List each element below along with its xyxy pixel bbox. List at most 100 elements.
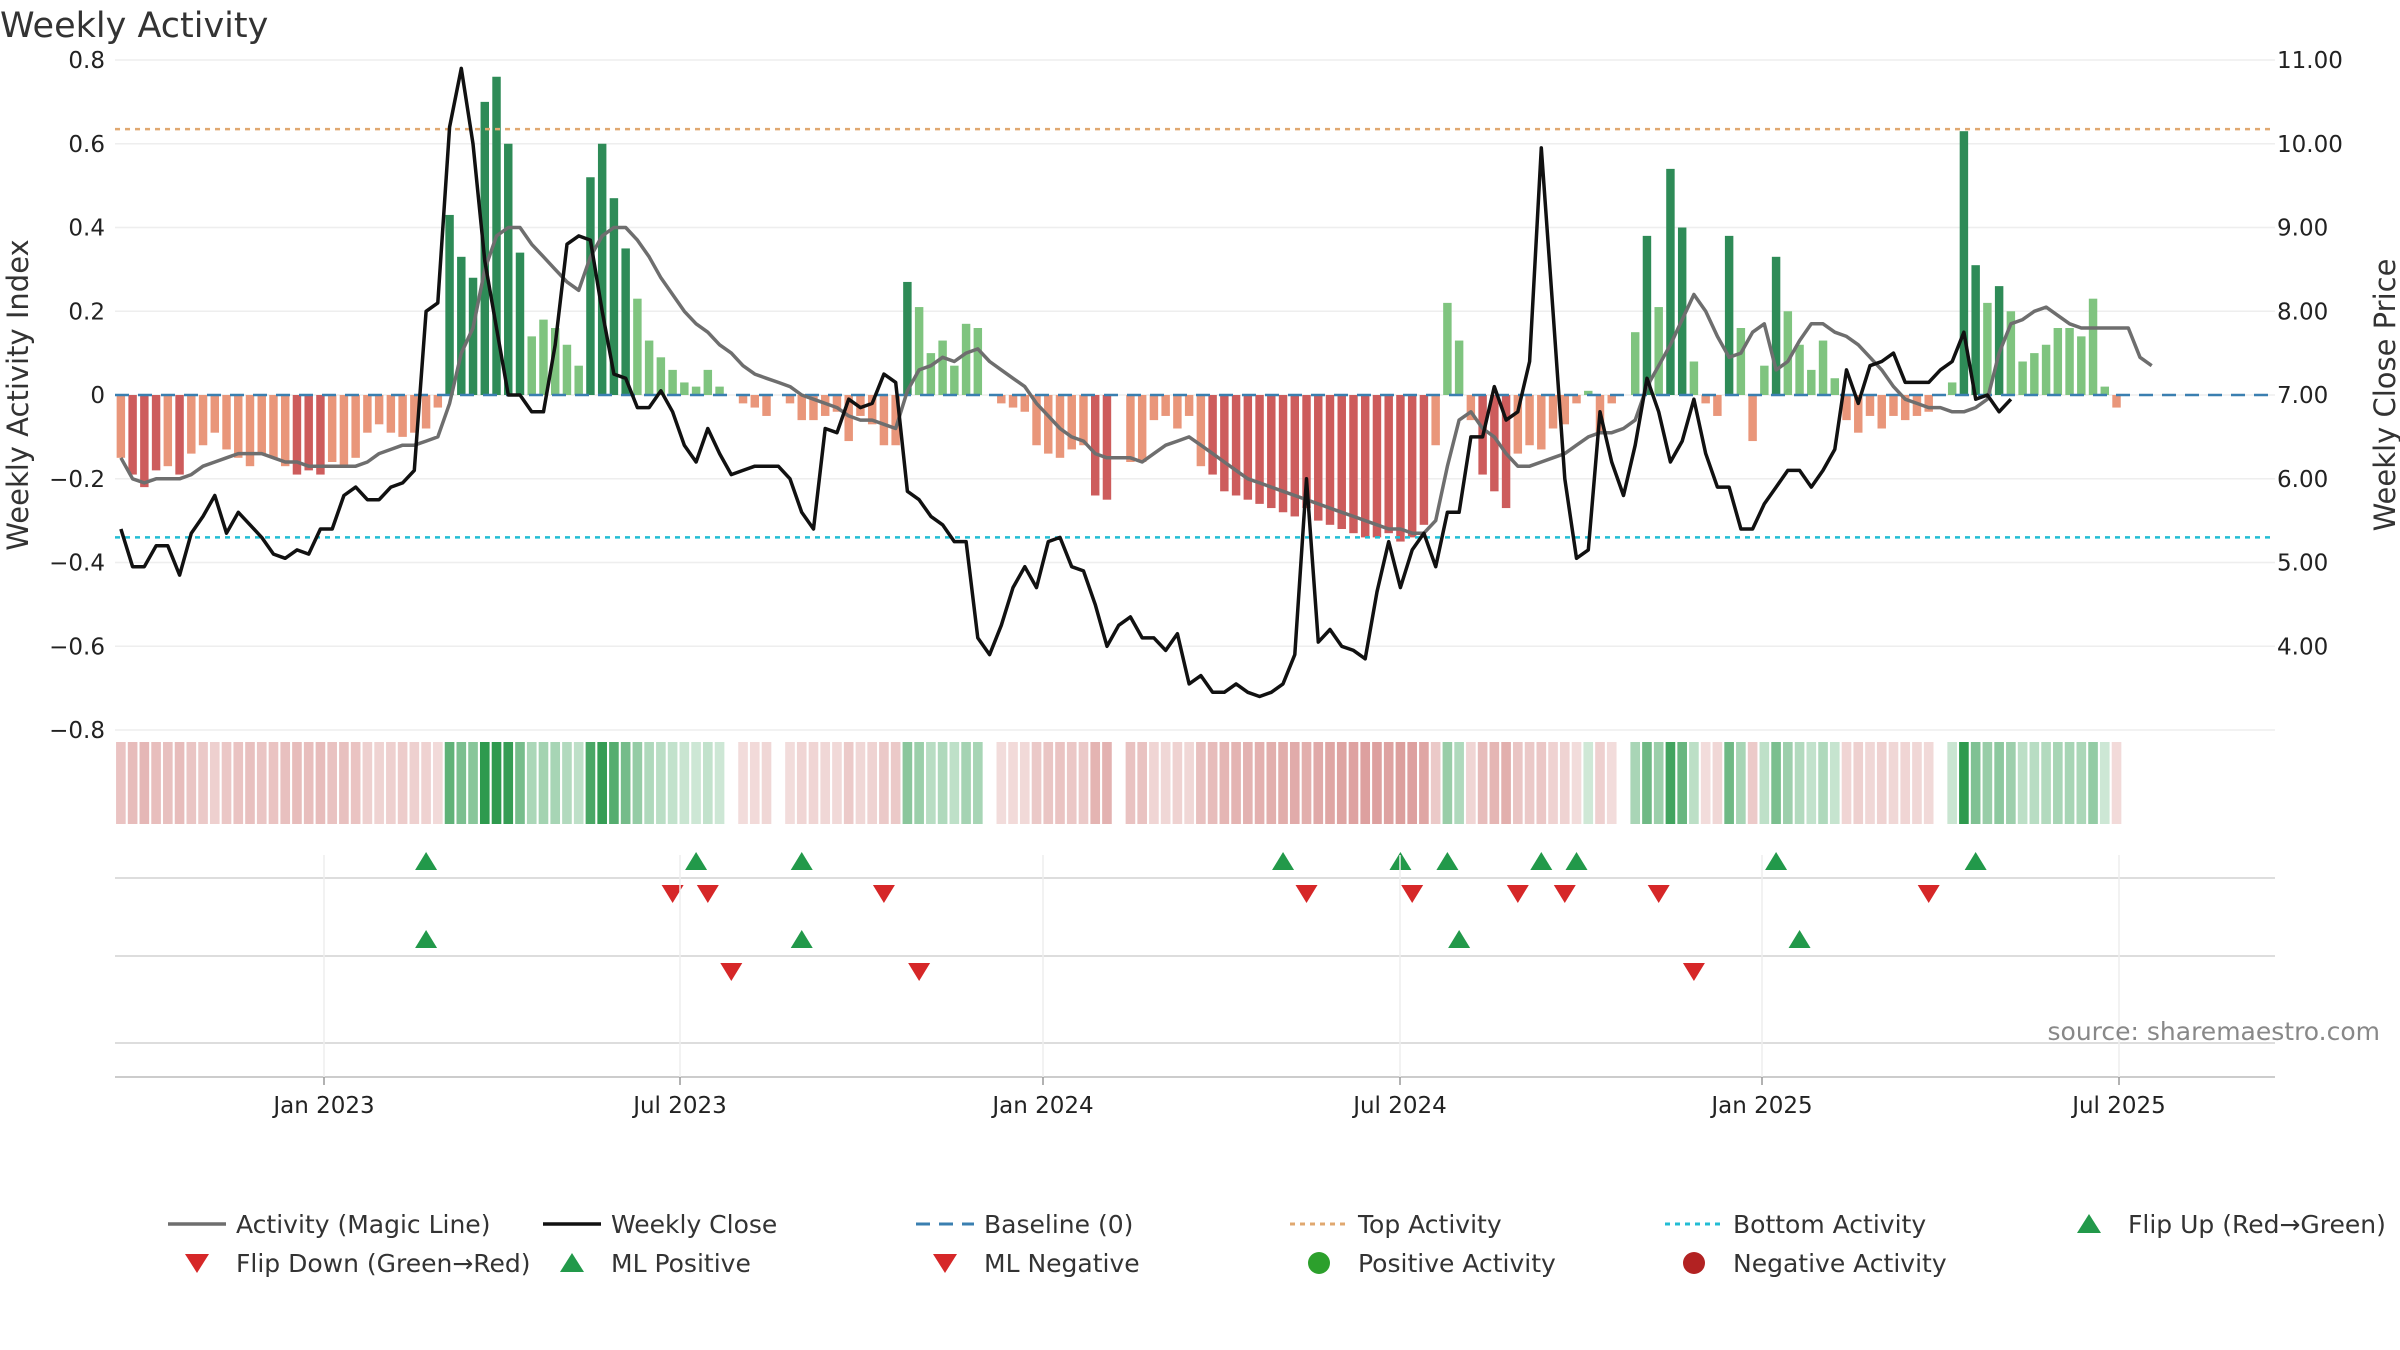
activity-bar: [1161, 395, 1170, 416]
activity-bar: [1079, 395, 1088, 446]
activity-bar: [175, 395, 184, 475]
activity-bar: [187, 395, 196, 454]
activity-bar: [1349, 395, 1358, 534]
activity-bar: [1795, 344, 1804, 395]
legend-label: ML Negative: [984, 1249, 1140, 1278]
heat-cell: [1219, 742, 1230, 824]
activity-bar: [398, 395, 407, 437]
heat-cell: [1642, 742, 1652, 824]
heat-cell: [785, 742, 795, 824]
activity-bar: [445, 214, 454, 395]
heat-cell: [503, 742, 514, 824]
activity-bar: [210, 395, 220, 433]
flip-down-marker: [661, 885, 684, 903]
activity-bar: [1044, 395, 1053, 454]
heat-cell: [2006, 742, 2016, 824]
activity-bar: [1830, 378, 1840, 395]
heat-cell: [444, 742, 455, 824]
flip-down-marker: [872, 885, 895, 903]
x-tick-label: Jan 2025: [1709, 1093, 1812, 1119]
activity-bar: [926, 353, 936, 395]
legend-label: Top Activity: [1357, 1210, 1502, 1239]
activity-bar: [1889, 395, 1898, 416]
activity-bar: [504, 143, 513, 395]
heat-cell: [1278, 742, 1288, 824]
activity-bar: [410, 395, 419, 433]
heat-cell: [1700, 742, 1711, 824]
activity-bar: [1407, 395, 1417, 538]
activity-bar: [1548, 395, 1558, 429]
activity-bar: [738, 395, 748, 404]
heat-cell: [1008, 742, 1018, 824]
activity-bar: [1818, 340, 1828, 395]
heat-cell: [374, 742, 384, 824]
heat-cell: [1994, 742, 2004, 824]
y2-tick-label: 10.00: [2277, 132, 2343, 158]
activity-bar: [292, 395, 302, 475]
activity-bar: [1419, 395, 1429, 525]
x-axis: Jan 2023 Jul 2023 Jan 2024 Jul 2024 Jan 2025…: [115, 855, 2275, 1119]
activity-bar: [1713, 395, 1722, 416]
activity-bar: [140, 395, 149, 488]
activity-bar: [257, 395, 266, 454]
heat-cell: [1360, 742, 1371, 824]
heat-cell: [550, 742, 561, 824]
heat-cell: [761, 742, 772, 824]
activity-bar: [1020, 395, 1030, 412]
heat-cell: [421, 742, 431, 824]
activity-bar: [1302, 395, 1311, 509]
heat-cell: [1254, 742, 1265, 824]
y2-tick-label: 11.00: [2277, 48, 2343, 74]
heat-cell: [526, 742, 537, 824]
activity-bar: [1654, 307, 1663, 395]
activity-bar: [1431, 395, 1440, 446]
flip-down-marker: [1295, 885, 1318, 903]
activity-bar: [715, 386, 724, 395]
y2-tick-label: 4.00: [2277, 634, 2328, 660]
activity-bar: [386, 395, 396, 433]
heat-cell: [632, 742, 643, 824]
activity-bar: [1337, 395, 1346, 529]
heat-cell: [1031, 742, 1042, 824]
heat-cell: [1113, 742, 1124, 824]
legend-label: Flip Down (Green→Red): [236, 1249, 531, 1278]
heat-cell: [1102, 742, 1112, 824]
source-note: source: sharemaestro.com: [2048, 1017, 2381, 1046]
heat-cell: [1348, 742, 1359, 824]
activity-bar: [961, 323, 971, 395]
legend-swatch: [1308, 1252, 1330, 1274]
heat-cell: [1489, 742, 1500, 824]
activity-bar: [539, 319, 548, 395]
heat-cell: [209, 742, 220, 824]
activity-bar: [1208, 395, 1217, 475]
heat-cell: [1806, 742, 1817, 824]
x-tick-label: Jan 2023: [271, 1093, 374, 1119]
heat-cell: [491, 742, 502, 824]
heat-cell: [620, 742, 631, 824]
heat-cell: [1724, 742, 1734, 824]
ml-positive-marker: [1448, 930, 1471, 948]
heat-cell: [1019, 742, 1030, 824]
activity-bar: [1443, 302, 1452, 395]
activity-bar: [656, 357, 666, 395]
heat-cell: [2088, 742, 2098, 824]
activity-bar: [1630, 332, 1640, 395]
heat-cell: [1841, 742, 1852, 824]
heat-cell: [1442, 742, 1453, 824]
heat-cell: [350, 742, 361, 824]
heat-cell: [174, 742, 185, 824]
flip-up-marker: [1765, 852, 1788, 870]
heat-cell: [1571, 742, 1582, 824]
y-tick-label: −0.6: [49, 634, 105, 660]
heat-cell: [796, 742, 807, 824]
heat-cell: [585, 742, 596, 824]
heat-cell: [738, 742, 748, 824]
activity-bar: [116, 395, 126, 458]
heat-cell: [1125, 742, 1136, 824]
heat-cell: [1677, 742, 1687, 824]
flip-up-marker: [415, 852, 438, 870]
heat-cell: [397, 742, 408, 824]
flip-down-marker: [1506, 885, 1529, 903]
y2-axis-label: Weekly Close Price: [2368, 259, 2400, 532]
activity-bar: [1642, 235, 1652, 395]
